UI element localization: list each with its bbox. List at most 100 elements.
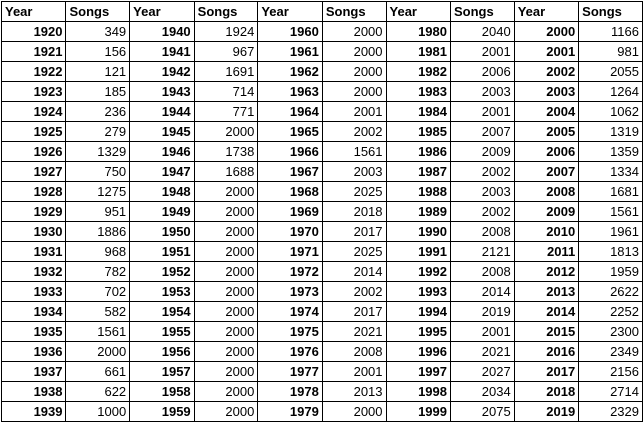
- songs-count-cell[interactable]: 2000: [321, 61, 387, 82]
- year-cell[interactable]: 1954: [129, 301, 195, 322]
- songs-count-cell[interactable]: 2006: [450, 61, 515, 82]
- songs-count-cell[interactable]: 2000: [193, 341, 259, 362]
- year-cell[interactable]: 1958: [129, 381, 195, 402]
- year-cell[interactable]: 1966: [257, 141, 323, 162]
- year-cell[interactable]: 1962: [257, 61, 323, 82]
- songs-count-cell[interactable]: 951: [65, 201, 131, 222]
- year-cell[interactable]: 1925: [0, 121, 67, 142]
- songs-count-cell[interactable]: 2000: [193, 261, 259, 282]
- songs-count-cell[interactable]: 2017: [321, 301, 387, 322]
- songs-count-cell[interactable]: 2000: [321, 81, 387, 102]
- year-cell[interactable]: 1943: [129, 81, 195, 102]
- year-cell[interactable]: 1993: [385, 281, 452, 302]
- year-cell[interactable]: 1970: [257, 221, 323, 242]
- year-cell[interactable]: 1972: [257, 261, 323, 282]
- songs-count-cell[interactable]: 2714: [578, 381, 643, 402]
- year-cell[interactable]: 1965: [257, 121, 323, 142]
- year-cell[interactable]: 1953: [129, 281, 195, 302]
- year-cell[interactable]: 1980: [385, 21, 452, 42]
- songs-count-cell[interactable]: 2003: [321, 161, 387, 182]
- songs-count-cell[interactable]: 1329: [65, 141, 131, 162]
- year-cell[interactable]: 1928: [0, 181, 67, 202]
- songs-count-cell[interactable]: 2003: [450, 181, 515, 202]
- year-cell[interactable]: 1988: [385, 181, 452, 202]
- songs-count-cell[interactable]: 2000: [193, 121, 259, 142]
- year-cell[interactable]: 1997: [385, 361, 452, 382]
- year-cell[interactable]: 1977: [257, 361, 323, 382]
- year-cell[interactable]: 1990: [385, 221, 452, 242]
- songs-count-cell[interactable]: 1319: [578, 121, 643, 142]
- songs-count-cell[interactable]: 2014: [450, 281, 515, 302]
- year-cell[interactable]: 1956: [129, 341, 195, 362]
- year-cell[interactable]: 1952: [129, 261, 195, 282]
- year-cell[interactable]: 2003: [513, 81, 580, 102]
- year-cell[interactable]: 1968: [257, 181, 323, 202]
- year-cell[interactable]: 1940: [129, 21, 195, 42]
- year-cell[interactable]: 2004: [513, 101, 580, 122]
- songs-count-cell[interactable]: 2013: [321, 381, 387, 402]
- year-cell[interactable]: 1923: [0, 81, 67, 102]
- year-cell[interactable]: 1994: [385, 301, 452, 322]
- songs-count-cell[interactable]: 2014: [321, 261, 387, 282]
- year-cell[interactable]: 1945: [129, 121, 195, 142]
- year-cell[interactable]: 2016: [513, 341, 580, 362]
- year-cell[interactable]: 1982: [385, 61, 452, 82]
- songs-count-cell[interactable]: 622: [65, 381, 131, 402]
- songs-count-cell[interactable]: 2009: [450, 141, 515, 162]
- songs-count-cell[interactable]: 236: [65, 101, 131, 122]
- songs-count-cell[interactable]: 2040: [450, 21, 515, 42]
- songs-count-cell[interactable]: 1334: [578, 161, 643, 182]
- year-cell[interactable]: 2017: [513, 361, 580, 382]
- year-cell[interactable]: 1995: [385, 321, 452, 342]
- year-cell[interactable]: 1950: [129, 221, 195, 242]
- songs-count-cell[interactable]: 1166: [578, 21, 643, 42]
- songs-count-cell[interactable]: 1924: [193, 21, 259, 42]
- year-cell[interactable]: 1930: [0, 221, 67, 242]
- songs-count-cell[interactable]: 2121: [450, 241, 515, 262]
- year-cell[interactable]: 1964: [257, 101, 323, 122]
- year-cell[interactable]: 2015: [513, 321, 580, 342]
- year-cell[interactable]: 1929: [0, 201, 67, 222]
- year-cell[interactable]: 1971: [257, 241, 323, 262]
- year-cell[interactable]: 1961: [257, 41, 323, 62]
- year-cell[interactable]: 1927: [0, 161, 67, 182]
- songs-count-cell[interactable]: 2075: [450, 401, 515, 422]
- year-cell[interactable]: 1951: [129, 241, 195, 262]
- year-cell[interactable]: 1935: [0, 321, 67, 342]
- year-cell[interactable]: 1974: [257, 301, 323, 322]
- year-cell[interactable]: 1959: [129, 401, 195, 422]
- songs-count-cell[interactable]: 1681: [578, 181, 643, 202]
- songs-count-cell[interactable]: 2002: [450, 201, 515, 222]
- year-cell[interactable]: 2000: [513, 21, 580, 42]
- year-cell[interactable]: 2009: [513, 201, 580, 222]
- songs-count-cell[interactable]: 750: [65, 161, 131, 182]
- songs-count-cell[interactable]: 2000: [193, 381, 259, 402]
- songs-count-cell[interactable]: 1691: [193, 61, 259, 82]
- year-cell[interactable]: 1999: [385, 401, 452, 422]
- songs-count-cell[interactable]: 2034: [450, 381, 515, 402]
- songs-count-cell[interactable]: 2018: [321, 201, 387, 222]
- year-column-header[interactable]: Year: [0, 1, 67, 22]
- songs-count-cell[interactable]: 2000: [193, 301, 259, 322]
- year-cell[interactable]: 2019: [513, 401, 580, 422]
- year-cell[interactable]: 2018: [513, 381, 580, 402]
- songs-count-cell[interactable]: 2000: [321, 21, 387, 42]
- songs-count-cell[interactable]: 1275: [65, 181, 131, 202]
- year-cell[interactable]: 1976: [257, 341, 323, 362]
- songs-count-cell[interactable]: 2000: [193, 241, 259, 262]
- year-cell[interactable]: 2010: [513, 221, 580, 242]
- songs-column-header[interactable]: Songs: [578, 1, 643, 22]
- year-cell[interactable]: 2001: [513, 41, 580, 62]
- songs-count-cell[interactable]: 968: [65, 241, 131, 262]
- songs-count-cell[interactable]: 2622: [578, 281, 643, 302]
- songs-count-cell[interactable]: 2252: [578, 301, 643, 322]
- year-cell[interactable]: 1998: [385, 381, 452, 402]
- songs-count-cell[interactable]: 1688: [193, 161, 259, 182]
- songs-count-cell[interactable]: 1561: [321, 141, 387, 162]
- songs-count-cell[interactable]: 782: [65, 261, 131, 282]
- songs-count-cell[interactable]: 2000: [193, 201, 259, 222]
- year-column-header[interactable]: Year: [257, 1, 323, 22]
- year-cell[interactable]: 2011: [513, 241, 580, 262]
- year-cell[interactable]: 1957: [129, 361, 195, 382]
- year-cell[interactable]: 1984: [385, 101, 452, 122]
